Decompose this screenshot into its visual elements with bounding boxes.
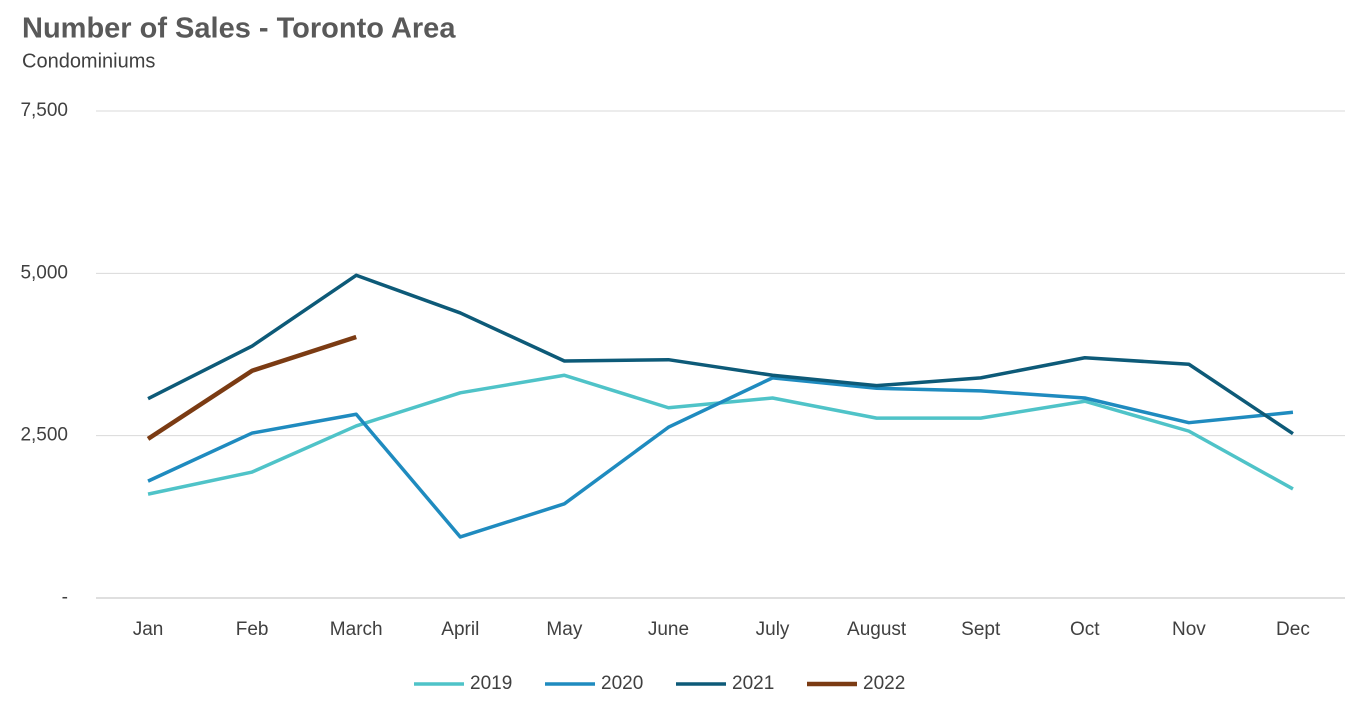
- x-tick-label: May: [546, 619, 582, 640]
- y-tick-label: 5,000: [20, 262, 68, 283]
- legend-label: 2019: [470, 673, 512, 694]
- series-line: [147, 373, 1294, 496]
- series-line: [147, 273, 1294, 436]
- x-tick-label: Sept: [961, 619, 1001, 640]
- x-tick-label: Oct: [1070, 619, 1100, 640]
- legend-label: 2020: [601, 673, 643, 694]
- legend-label: 2021: [732, 673, 774, 694]
- x-tick-label: Nov: [1172, 619, 1206, 640]
- x-tick-label: Jan: [133, 619, 164, 640]
- y-tick-label: 7,500: [20, 100, 68, 121]
- x-tick-label: Dec: [1276, 619, 1310, 640]
- chart-subtitle: Condominiums: [22, 50, 155, 72]
- y-tick-label: -: [62, 587, 68, 608]
- x-tick-label: August: [847, 619, 907, 640]
- x-tick-label: April: [441, 619, 479, 640]
- series-line: [146, 334, 357, 441]
- x-tick-label: July: [756, 619, 790, 640]
- series-line: [147, 376, 1294, 539]
- y-tick-label: 2,500: [20, 425, 68, 446]
- chart-title: Number of Sales - Toronto Area: [22, 13, 456, 45]
- legend-label: 2022: [863, 673, 905, 694]
- x-tick-label: Feb: [236, 619, 269, 640]
- x-tick-label: June: [648, 619, 689, 640]
- x-tick-label: March: [330, 619, 383, 640]
